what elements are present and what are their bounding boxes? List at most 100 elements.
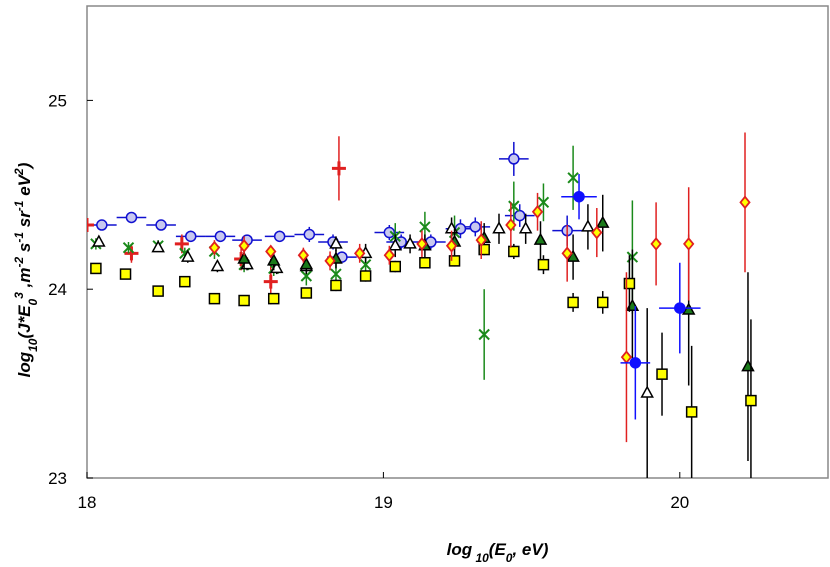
- point: [238, 238, 250, 253]
- point: [237, 251, 251, 264]
- point: [119, 268, 132, 280]
- point: [331, 161, 346, 176]
- y-tick-label: 24: [48, 280, 67, 299]
- point: [125, 211, 138, 224]
- point: [297, 248, 310, 263]
- point: [625, 298, 640, 311]
- point: [640, 385, 654, 398]
- point: [300, 270, 313, 282]
- point: [267, 292, 280, 305]
- plot-area: [87, 132, 757, 478]
- point: [383, 226, 396, 239]
- point: [265, 244, 277, 259]
- point: [389, 260, 402, 273]
- point: [403, 236, 417, 249]
- x-axis-label: log 10(E0, eV): [447, 540, 549, 565]
- point: [359, 258, 372, 271]
- point: [184, 230, 197, 243]
- y-tick-label: 25: [48, 91, 67, 110]
- y-axis-label-part: 3: [12, 292, 26, 299]
- point: [533, 232, 548, 245]
- point: [238, 294, 250, 307]
- point: [674, 302, 686, 314]
- point: [124, 246, 139, 261]
- point: [96, 219, 108, 231]
- y-axis-label-part: ): [15, 162, 34, 170]
- y-axis-label-part: ,m: [15, 268, 34, 293]
- point: [87, 218, 94, 233]
- point: [359, 270, 372, 282]
- point: [155, 219, 167, 231]
- point: [210, 258, 225, 272]
- point: [537, 196, 550, 209]
- x-axis-label-part: 0: [506, 551, 513, 565]
- point: [299, 257, 314, 270]
- point: [683, 236, 695, 251]
- y-axis-label-part: 0: [26, 298, 40, 305]
- point: [573, 190, 585, 203]
- point: [330, 268, 342, 280]
- y-axis-label-part: log: [15, 351, 34, 377]
- y-axis-label-part: 2: [12, 168, 26, 176]
- point: [448, 255, 461, 267]
- y-axis-label-part: -1: [12, 200, 26, 211]
- point: [508, 245, 520, 258]
- point: [623, 277, 636, 290]
- point: [591, 225, 603, 240]
- x-axis-label-part: 10: [472, 551, 489, 565]
- point: [745, 394, 757, 407]
- y-axis-label-part: s: [15, 243, 34, 257]
- point: [475, 233, 487, 248]
- point: [620, 350, 633, 365]
- y-axis-label-part: -1: [12, 232, 26, 243]
- point: [92, 234, 106, 247]
- point: [151, 240, 165, 253]
- point: [174, 236, 189, 251]
- point: [567, 172, 579, 184]
- point: [179, 275, 191, 288]
- point: [478, 328, 490, 341]
- point: [266, 253, 281, 266]
- y-axis-label-part: (J*E: [15, 305, 34, 339]
- point: [741, 359, 755, 372]
- y-axis-label-part: eV: [15, 173, 34, 200]
- point: [208, 240, 221, 255]
- x-tick-label: 19: [374, 493, 393, 512]
- x-axis-label-part: , eV): [511, 540, 548, 559]
- x-axis-label-part: (E: [489, 540, 507, 559]
- point: [416, 236, 428, 251]
- y-axis-label-part: -2: [12, 257, 26, 268]
- point: [122, 241, 135, 254]
- point: [650, 236, 662, 251]
- point: [567, 296, 579, 309]
- x-tick-label: 18: [78, 493, 97, 512]
- point: [656, 368, 668, 380]
- point: [90, 262, 102, 275]
- x-tick-label: 20: [670, 493, 689, 512]
- y-axis-label-part: 10: [26, 338, 40, 352]
- point: [561, 246, 573, 261]
- point: [531, 204, 544, 219]
- point: [739, 195, 751, 210]
- point: [445, 238, 458, 253]
- point: [303, 228, 316, 241]
- point: [300, 287, 313, 299]
- point: [681, 302, 696, 315]
- point: [629, 357, 642, 369]
- point: [329, 236, 343, 249]
- y-axis-label-part: sr: [15, 210, 34, 232]
- point: [324, 253, 336, 268]
- point: [388, 238, 403, 251]
- point: [181, 249, 195, 262]
- point: [478, 243, 490, 256]
- point: [513, 209, 526, 222]
- point: [383, 248, 395, 263]
- point: [596, 296, 609, 309]
- point: [518, 221, 533, 234]
- x-axis-label-part: log: [447, 540, 473, 559]
- point: [208, 292, 221, 305]
- point: [581, 219, 595, 232]
- point: [505, 218, 517, 232]
- point: [273, 230, 286, 243]
